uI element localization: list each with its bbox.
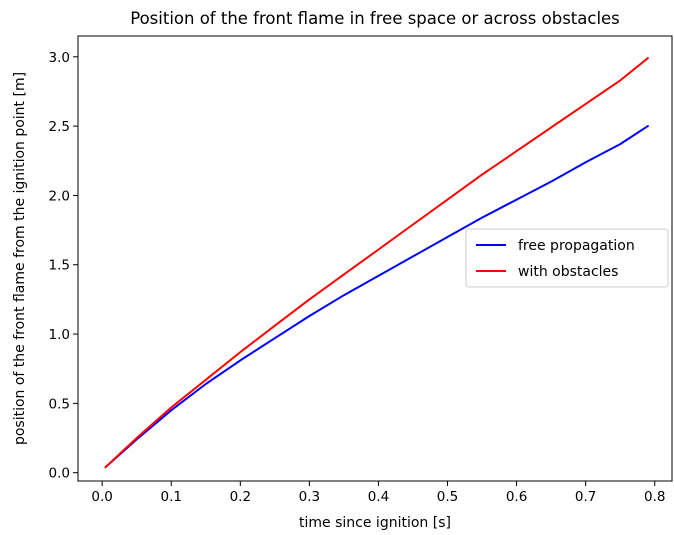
plot-area: 0.0 0.1 0.2 0.3 0.4 0.5 0.6 0.7 0.8 0.0 0.5 1.0 1.5 2… <box>49 35 673 505</box>
x-tick-label: 0.7 <box>575 489 596 505</box>
x-tick-label: 0.6 <box>506 489 527 505</box>
y-axis-label: position of the front flame from the ign… <box>12 72 28 445</box>
x-tick-label: 0.8 <box>644 489 665 505</box>
x-axis-label: time since ignition [s] <box>299 515 451 531</box>
y-tick-label: 0.5 <box>49 396 70 412</box>
y-tick-label: 2.0 <box>49 188 70 204</box>
y-tick-label: 0.0 <box>49 466 70 482</box>
y-tick-label: 2.5 <box>49 119 70 135</box>
x-tick-label: 0.1 <box>161 489 182 505</box>
chart-title: Position of the front flame in free spac… <box>130 9 620 28</box>
x-tick-label: 0.0 <box>91 489 112 505</box>
x-tick-label: 0.5 <box>437 489 458 505</box>
series-line-1 <box>104 124 650 469</box>
legend-label-1: free propagation <box>518 238 635 254</box>
x-tick-label: 0.3 <box>299 489 320 505</box>
y-tick-label: 1.0 <box>49 327 70 343</box>
x-tick-label: 0.2 <box>230 489 251 505</box>
legend: free propagation with obstacles <box>465 228 669 288</box>
legend-label-2: with obstacles <box>518 264 618 280</box>
x-tick-label: 0.4 <box>368 489 389 505</box>
series-line-2 <box>104 56 650 469</box>
y-tick-label: 3.0 <box>49 50 70 66</box>
axes-frame <box>77 35 673 482</box>
y-tick-label: 1.5 <box>49 258 70 274</box>
legend-box <box>465 228 669 288</box>
